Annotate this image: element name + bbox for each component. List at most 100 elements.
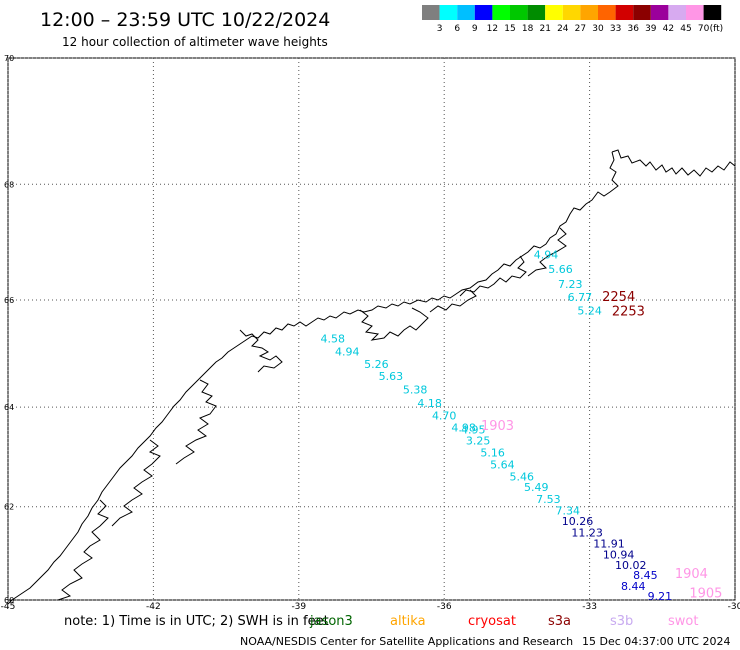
- colorbar-legend: 3 6 9 12 15 18 21 24 27 30 33 36 39 42 45 70 (ft): [422, 5, 723, 34]
- satellite-legend: jason3 altika cryosat s3a s3b swot: [309, 614, 698, 629]
- colorbar-tick-label: 39: [645, 24, 657, 34]
- colorbar-unit: (ft): [710, 24, 724, 34]
- colorbar-swatch: [510, 5, 528, 20]
- coastline-southeast: [7, 151, 619, 605]
- footer-credit: NOAA/NESDIS Center for Satellite Applica…: [240, 635, 573, 648]
- colorbar-tick-label: 3: [437, 24, 443, 34]
- pass-time-label: 2254: [602, 290, 635, 305]
- wave-height-label: 5.26: [364, 358, 389, 371]
- lat-tick-label: 70: [4, 54, 14, 63]
- colorbar-swatch: [668, 5, 686, 20]
- wave-height-label: 3.25: [466, 435, 491, 448]
- colorbar-tick-label: 6: [454, 24, 460, 34]
- coastline-fjords-a: [459, 255, 527, 297]
- coastline-fjords-h: [527, 227, 567, 277]
- wave-height-label: 4.70: [432, 409, 457, 422]
- colorbar-tick-label: 70: [698, 24, 710, 34]
- lon-tick-label: -39: [291, 602, 306, 612]
- wave-height-label: 7.34: [556, 504, 581, 517]
- colorbar-tick-label: 36: [627, 24, 639, 34]
- colorbar-swatch: [598, 5, 616, 20]
- colorbar-tick-label: 27: [575, 24, 586, 34]
- satellite-legend-item: jason3: [309, 614, 353, 629]
- wave-height-label: 6.77: [568, 291, 593, 304]
- colorbar-tick-label: 42: [663, 24, 674, 34]
- colorbar-swatch: [457, 5, 475, 20]
- colorbar-tick-label: 15: [504, 24, 515, 34]
- colorbar-swatch: [474, 5, 493, 20]
- colorbar-tick-label: 9: [472, 24, 478, 34]
- pass-time-label: 1904: [675, 567, 708, 582]
- colorbar-tick-label: 12: [487, 24, 498, 34]
- wave-height-label: 5.24: [577, 304, 602, 317]
- coastline-fjords-c: [239, 329, 283, 373]
- colorbar-swatch: [439, 5, 458, 20]
- footer-note: note: 1) Time is in UTC; 2) SWH is in fe…: [64, 614, 329, 629]
- wave-height-label: 9.21: [648, 590, 673, 603]
- wave-height-label: 10.02: [615, 559, 647, 572]
- map-subtitle: 12 hour collection of altimeter wave hei…: [62, 35, 328, 49]
- lat-tick-label: 62: [4, 503, 14, 512]
- coastline-fjords-e: [111, 439, 161, 527]
- wave-height-label: 10.94: [603, 549, 635, 562]
- satellite-legend-item: swot: [668, 614, 698, 629]
- lat-tick-label: 64: [4, 403, 14, 412]
- wave-height-label: 5.16: [480, 447, 505, 460]
- colorbar-swatch: [650, 5, 669, 20]
- coastline-fjords-f: [57, 499, 109, 601]
- wave-height-label: 4.94: [335, 346, 360, 359]
- satellite-legend-item: s3b: [610, 614, 633, 629]
- colorbar-tick-label: 30: [592, 24, 604, 34]
- coastline-fjords-d: [175, 379, 217, 465]
- lon-tick-label: -36: [437, 602, 452, 612]
- wave-height-label: 11.23: [571, 526, 603, 539]
- satellite-legend-item: s3a: [548, 614, 571, 629]
- wave-height-label: 4.98: [451, 422, 476, 435]
- colorbar-swatch: [686, 5, 704, 20]
- wave-height-label: 7.53: [536, 493, 561, 506]
- wave-height-label: 4.94: [534, 248, 559, 261]
- colorbar-swatch: [422, 5, 440, 20]
- colorbar-tick-label: 18: [522, 24, 534, 34]
- lon-tick-label: -33: [582, 602, 597, 612]
- colorbar-swatch: [492, 5, 510, 20]
- lat-tick-label: 68: [4, 180, 14, 189]
- wave-height-label: 10.26: [562, 515, 594, 528]
- lat-tick-label: 60: [4, 596, 14, 605]
- colorbar-swatch: [527, 5, 546, 20]
- wave-height-label: 11.91: [593, 538, 625, 551]
- coastline-east: [611, 149, 736, 177]
- altimeter-tracks: 4.945.667.236.775.244.584.945.265.635.38…: [320, 248, 672, 603]
- coastline-fjords-g: [429, 289, 477, 313]
- lat-lon-grid: -45 -42 -39 -36 -33 -30 70 68 66 64 62 60: [1, 54, 740, 612]
- wave-height-label: 5.38: [403, 384, 428, 397]
- colorbar-swatch: [703, 5, 722, 20]
- wave-height-label: 5.64: [490, 459, 515, 472]
- wave-height-label: 5.46: [509, 470, 534, 483]
- lon-tick-label: -45: [1, 602, 16, 612]
- wave-height-label: 5.66: [548, 263, 573, 276]
- wave-height-label: 4.18: [417, 397, 442, 410]
- colorbar-swatch: [545, 5, 563, 20]
- wave-height-label: 8.45: [633, 569, 658, 582]
- footer-timestamp: 15 Dec 04:37:00 UTC 2024: [582, 635, 730, 648]
- colorbar-swatch: [633, 5, 651, 20]
- colorbar-tick-label: 45: [680, 24, 691, 34]
- wave-height-label: 5.49: [524, 481, 549, 494]
- pass-time-label: 1903: [481, 419, 514, 434]
- wave-height-label: 4.58: [320, 333, 345, 346]
- pass-time-label: 1905: [689, 586, 722, 601]
- satellite-legend-item: cryosat: [468, 614, 516, 629]
- wave-height-label: 7.23: [558, 278, 583, 291]
- lon-tick-label: -42: [146, 602, 161, 612]
- lon-tick-label: -30: [728, 602, 740, 612]
- wave-height-label: 4.95: [461, 424, 486, 437]
- colorbar-tick-label: 24: [557, 24, 569, 34]
- greenland-coastline: [7, 149, 736, 605]
- wave-height-label: 8.44: [621, 580, 646, 593]
- coastline-fjords-b: [359, 307, 429, 341]
- colorbar-tick-label: 21: [539, 24, 550, 34]
- lat-tick-label: 66: [4, 296, 14, 305]
- map-frame: [7, 57, 736, 601]
- colorbar-swatch: [580, 5, 598, 20]
